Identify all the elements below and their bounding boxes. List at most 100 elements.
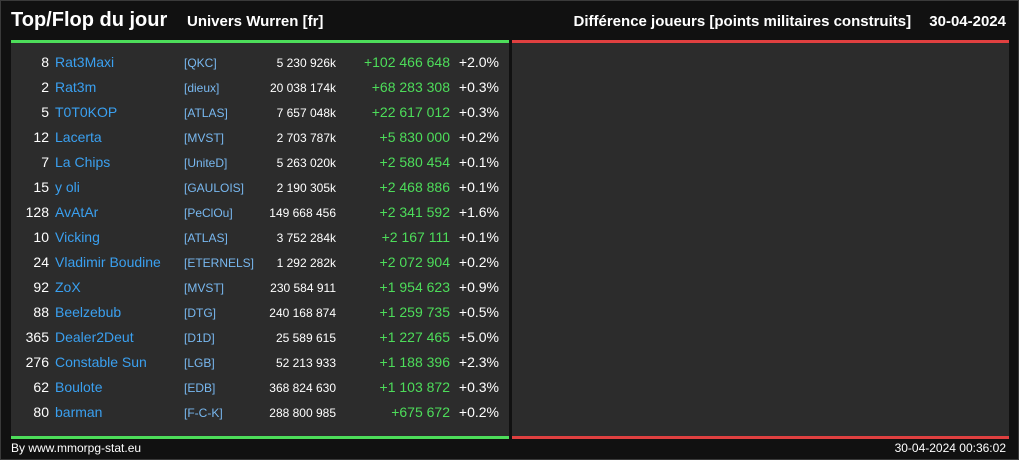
player-name-link[interactable]: Vicking bbox=[55, 229, 100, 245]
rank-cell: 10 bbox=[33, 229, 49, 245]
difference-cell: +68 283 308 bbox=[371, 79, 450, 95]
date-label: 30-04-2024 bbox=[929, 13, 1006, 30]
points-cell: 230 584 911 bbox=[270, 281, 336, 295]
alliance-tag-link[interactable]: [EDB] bbox=[184, 381, 216, 395]
percent-cell: +2.3% bbox=[458, 354, 499, 370]
table-row: 15 y oli [GAULOIS] 2 190 305k +2 468 886 +0.1… bbox=[11, 176, 509, 201]
rank-cell: 88 bbox=[33, 304, 49, 320]
difference-cell: +1 227 465 bbox=[379, 329, 450, 345]
rank-cell: 62 bbox=[33, 379, 49, 395]
difference-cell: +2 468 886 bbox=[379, 179, 450, 195]
alliance-tag-link[interactable]: [ATLAS] bbox=[184, 106, 228, 120]
points-cell: 25 589 615 bbox=[275, 331, 336, 345]
difference-cell: +5 830 000 bbox=[379, 129, 450, 145]
player-name-link[interactable]: Beelzebub bbox=[55, 304, 122, 320]
alliance-tag-link[interactable]: [PeClOu] bbox=[184, 206, 233, 220]
table-row: 62 Boulote [EDB] 368 824 630 +1 103 872 +0.3% bbox=[11, 376, 509, 401]
rank-cell: 12 bbox=[33, 129, 49, 145]
points-cell: 7 657 048k bbox=[276, 106, 336, 120]
difference-cell: +675 672 bbox=[391, 404, 450, 420]
points-cell: 2 703 787k bbox=[276, 131, 336, 145]
player-name-link[interactable]: T0T0KOP bbox=[55, 104, 118, 120]
difference-cell: +2 341 592 bbox=[379, 204, 450, 220]
footer-timestamp: 30-04-2024 00:36:02 bbox=[894, 441, 1006, 455]
player-name-link[interactable]: AvAtAr bbox=[55, 204, 99, 220]
alliance-tag-link[interactable]: [DTG] bbox=[184, 306, 216, 320]
table-row: 92 ZoX [MVST] 230 584 911 +1 954 623 +0.9% bbox=[11, 276, 509, 301]
rank-cell: 80 bbox=[33, 404, 49, 420]
table-row: 7 La Chips [UniteD] 5 263 020k +2 580 454 +0.… bbox=[11, 151, 509, 176]
difference-cell: +1 954 623 bbox=[379, 279, 450, 295]
table-row: 2 Rat3m [dieux] 20 038 174k +68 283 308 +0.3% bbox=[11, 76, 509, 101]
difference-cell: +2 167 111 bbox=[381, 229, 450, 245]
universe-label: Univers Wurren [fr] bbox=[187, 13, 324, 30]
percent-cell: +2.0% bbox=[458, 54, 499, 70]
player-name-link[interactable]: Vladimir Boudine bbox=[55, 254, 161, 270]
points-cell: 288 800 985 bbox=[269, 406, 336, 420]
rank-cell: 8 bbox=[41, 54, 49, 70]
percent-cell: +0.5% bbox=[458, 304, 499, 320]
header-right: Différence joueurs [points militaires co… bbox=[574, 13, 1006, 30]
difference-cell: +2 072 904 bbox=[379, 254, 450, 270]
alliance-tag-link[interactable]: [UniteD] bbox=[184, 156, 228, 170]
percent-cell: +0.2% bbox=[458, 129, 499, 145]
points-cell: 20 038 174k bbox=[269, 81, 336, 95]
alliance-tag-link[interactable]: [GAULOIS] bbox=[184, 181, 245, 195]
metric-label: Différence joueurs [points militaires co… bbox=[573, 13, 912, 30]
percent-cell: +0.1% bbox=[458, 229, 499, 245]
player-name-link[interactable]: La Chips bbox=[55, 154, 111, 170]
alliance-tag-link[interactable]: [LGB] bbox=[184, 356, 215, 370]
table-row: 24 Vladimir Boudine [ETERNELS] 1 292 282k +2… bbox=[11, 251, 509, 276]
player-name-link[interactable]: ZoX bbox=[55, 279, 81, 295]
points-cell: 240 168 874 bbox=[269, 306, 336, 320]
player-name-link[interactable]: barman bbox=[55, 404, 103, 420]
difference-cell: +1 188 396 bbox=[379, 354, 450, 370]
top-gainers-list: 8 Rat3Maxi [QKC] 5 230 926k +102 466 648 +2.0… bbox=[11, 51, 509, 426]
rank-cell: 92 bbox=[33, 279, 49, 295]
percent-cell: +0.2% bbox=[458, 254, 499, 270]
difference-cell: +102 466 648 bbox=[363, 54, 450, 70]
difference-cell: +1 259 735 bbox=[379, 304, 450, 320]
alliance-tag-link[interactable]: [QKC] bbox=[184, 56, 217, 70]
difference-cell: +22 617 012 bbox=[371, 104, 450, 120]
player-name-link[interactable]: Dealer2Deut bbox=[55, 329, 134, 345]
points-cell: 149 668 456 bbox=[269, 206, 336, 220]
points-cell: 2 190 305k bbox=[276, 181, 336, 195]
percent-cell: +5.0% bbox=[458, 329, 499, 345]
player-name-link[interactable]: Rat3m bbox=[55, 79, 97, 95]
alliance-tag-link[interactable]: [ETERNELS] bbox=[184, 256, 255, 270]
table-row: 10 Vicking [ATLAS] 3 752 284k +2 167 111 +0.1… bbox=[11, 226, 509, 251]
points-cell: 52 213 933 bbox=[275, 356, 336, 370]
player-name-link[interactable]: Constable Sun bbox=[55, 354, 147, 370]
player-name-link[interactable]: Lacerta bbox=[55, 129, 102, 145]
player-name-link[interactable]: Rat3Maxi bbox=[55, 54, 115, 70]
table-row: 8 Rat3Maxi [QKC] 5 230 926k +102 466 648 +2.0… bbox=[11, 51, 509, 76]
alliance-tag-link[interactable]: [MVST] bbox=[184, 281, 225, 295]
alliance-tag-link[interactable]: [MVST] bbox=[184, 131, 225, 145]
alliance-tag-link[interactable]: [D1D] bbox=[184, 331, 215, 345]
alliance-tag-link[interactable]: [F-C-K] bbox=[184, 406, 223, 420]
table-row: 88 Beelzebub [DTG] 240 168 874 +1 259 735 +0.… bbox=[11, 301, 509, 326]
percent-cell: +0.1% bbox=[458, 154, 499, 170]
table-row: 5 T0T0KOP [ATLAS] 7 657 048k +22 617 012 +0.3… bbox=[11, 101, 509, 126]
player-name-link[interactable]: Boulote bbox=[55, 379, 103, 395]
footer-credit[interactable]: By www.mmorpg-stat.eu bbox=[11, 441, 142, 455]
percent-cell: +1.6% bbox=[458, 204, 499, 220]
rank-cell: 276 bbox=[25, 354, 49, 370]
rank-cell: 15 bbox=[33, 179, 49, 195]
rank-cell: 365 bbox=[25, 329, 49, 345]
alliance-tag-link[interactable]: [ATLAS] bbox=[184, 231, 228, 245]
points-cell: 1 292 282k bbox=[276, 256, 336, 270]
rank-cell: 128 bbox=[25, 204, 49, 220]
table-row: 128 AvAtAr [PeClOu] 149 668 456 +2 341 592 +1… bbox=[11, 201, 509, 226]
points-cell: 368 824 630 bbox=[269, 381, 336, 395]
rank-cell: 24 bbox=[33, 254, 49, 270]
points-cell: 5 230 926k bbox=[276, 56, 336, 70]
percent-cell: +0.3% bbox=[458, 104, 499, 120]
top-gainers-panel: 8 Rat3Maxi [QKC] 5 230 926k +102 466 648 +2.0… bbox=[11, 40, 509, 439]
alliance-tag-link[interactable]: [dieux] bbox=[184, 81, 220, 95]
rank-cell: 7 bbox=[41, 154, 49, 170]
percent-cell: +0.2% bbox=[458, 404, 499, 420]
player-name-link[interactable]: y oli bbox=[55, 179, 80, 195]
